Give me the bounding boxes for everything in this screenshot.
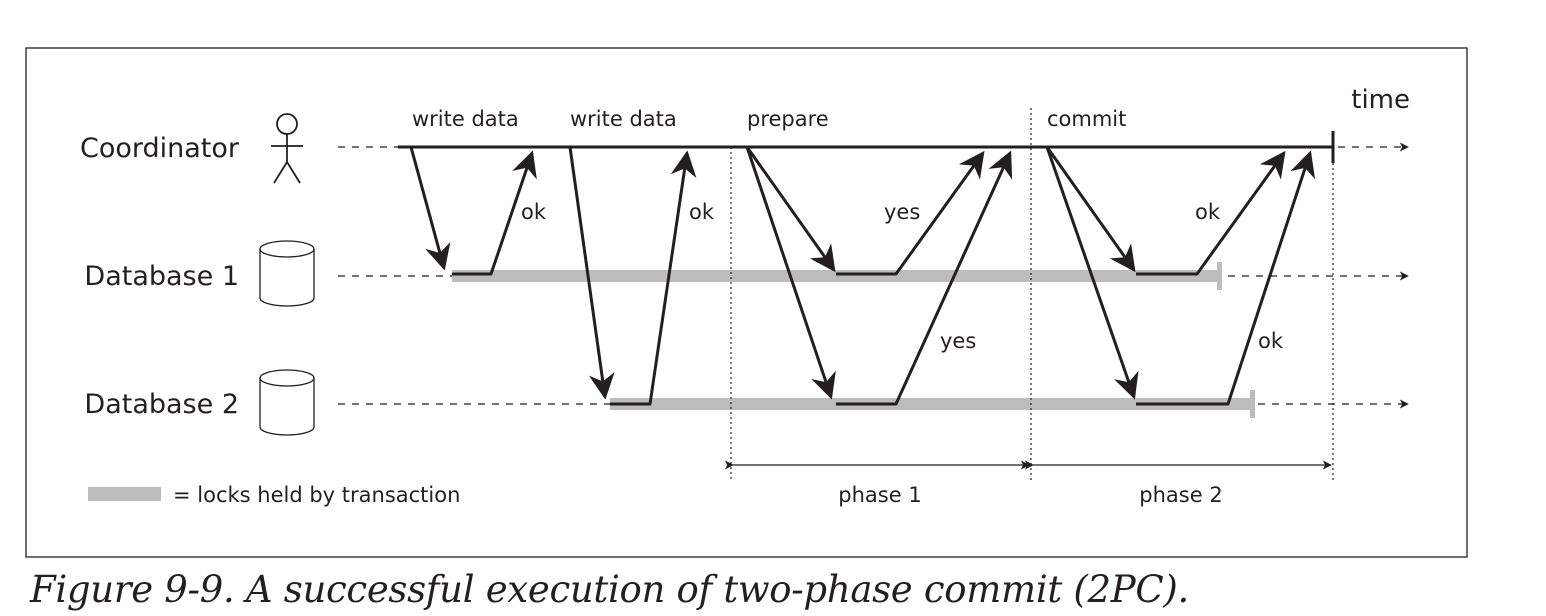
ok-db1-write-label: ok (521, 200, 547, 224)
yes-db1-reply-arrow (836, 150, 985, 276)
db2-label: Database 2 (84, 389, 239, 420)
commit-db1-arrow (1045, 146, 1136, 273)
db1-label: Database 1 (84, 261, 239, 292)
ok-db2-write-reply-arrow (610, 150, 697, 406)
prepare-db1-arrow (745, 146, 836, 273)
time-label: time (1351, 85, 1410, 115)
ok-db2-commit-reply-arrow (1136, 150, 1316, 406)
ok-db1-commit-label: ok (1195, 200, 1221, 224)
prepare-label: prepare (747, 107, 829, 131)
ok-db2-commit-label: ok (1258, 329, 1284, 353)
coordinator-person-icon (271, 113, 303, 184)
yes-db2-reply-arrow (836, 150, 1013, 406)
prepare-db2-arrow (745, 146, 836, 400)
legend-lock-swatch (88, 487, 161, 501)
phase1-label: phase 1 (838, 483, 921, 507)
figure-caption: Figure 9-9. A successful execution of tw… (30, 568, 1189, 611)
db1-lock-end-cap (1217, 262, 1222, 290)
legend-locks-label: = locks held by transaction (173, 483, 460, 507)
write-data-db2-arrow (568, 146, 615, 400)
coordinator-label: Coordinator (80, 133, 240, 164)
write-data-2-label: write data (570, 107, 677, 131)
db2-lock-end-cap (1250, 390, 1255, 418)
diagram-frame (25, 47, 1468, 558)
db2-lock-bar (610, 398, 1252, 410)
commit-label: commit (1047, 107, 1126, 131)
phase2-label: phase 2 (1139, 483, 1222, 507)
ok-db1-commit-reply-arrow (1136, 150, 1286, 276)
db2-cylinder-icon (259, 369, 315, 436)
write-data-1-label: write data (412, 107, 519, 131)
db1-cylinder-icon (259, 240, 315, 307)
ok-db1-write-reply-arrow (452, 150, 537, 276)
yes-db1-label: yes (884, 200, 920, 224)
yes-db2-label: yes (940, 329, 976, 353)
ok-db2-write-label: ok (689, 200, 715, 224)
db1-lock-bar (452, 270, 1222, 282)
commit-db2-arrow (1045, 146, 1139, 400)
write-data-db1-arrow (409, 146, 451, 271)
